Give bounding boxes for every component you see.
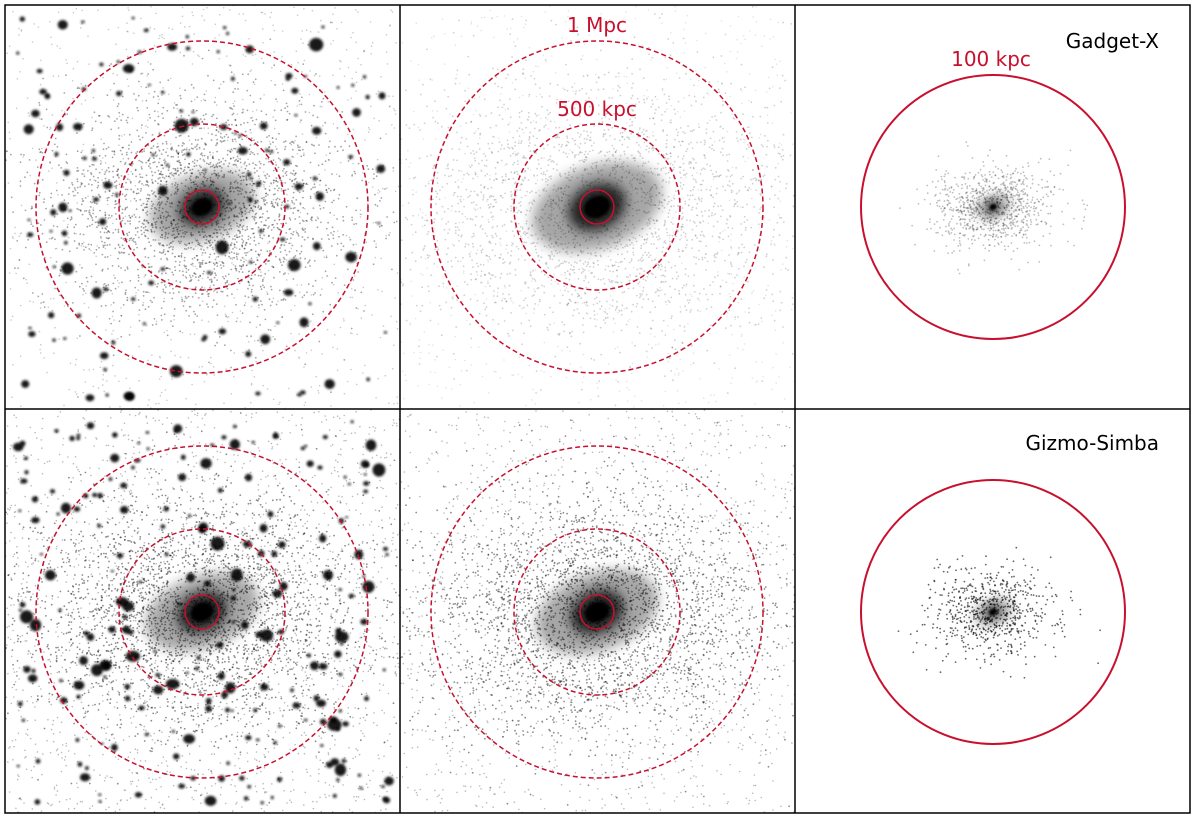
particle-field — [897, 546, 1101, 679]
aperture-1mpc — [430, 445, 764, 779]
panel-gizmo-simba-zoom — [795, 409, 1190, 813]
label-500kpc: 500 kpc — [557, 97, 637, 121]
panel-gizmo-simba-gas — [400, 409, 795, 813]
panel-gadget-x-large-scale — [5, 5, 400, 409]
aperture-1mpc — [430, 40, 764, 374]
aperture-100kpc — [184, 189, 220, 225]
aperture-100kpc — [579, 594, 615, 630]
aperture-500kpc — [513, 123, 681, 291]
aperture-100kpc — [860, 74, 1126, 340]
aperture-1mpc — [35, 40, 369, 374]
panel-gadget-x-zoom — [795, 5, 1190, 409]
particle-field — [400, 5, 795, 409]
aperture-1mpc — [35, 445, 369, 779]
aperture-100kpc — [579, 189, 615, 225]
simulation-label-gizmo-simba: Gizmo-Simba — [1025, 431, 1159, 455]
aperture-500kpc — [118, 528, 286, 696]
aperture-500kpc — [513, 528, 681, 696]
panel-gizmo-simba-large-scale — [5, 409, 400, 813]
label-1mpc: 1 Mpc — [567, 13, 627, 37]
panel-frames — [4, 4, 1191, 814]
label-100kpc: 100 kpc — [951, 47, 1031, 71]
particle-field — [5, 5, 400, 409]
particle-field — [5, 409, 400, 813]
aperture-500kpc — [118, 123, 286, 291]
panel-gadget-x-gas — [400, 5, 795, 409]
aperture-100kpc — [184, 594, 220, 630]
aperture-100kpc — [860, 479, 1126, 745]
simulation-label-gadget-x: Gadget-X — [1066, 29, 1160, 53]
particle-field — [898, 141, 1089, 275]
